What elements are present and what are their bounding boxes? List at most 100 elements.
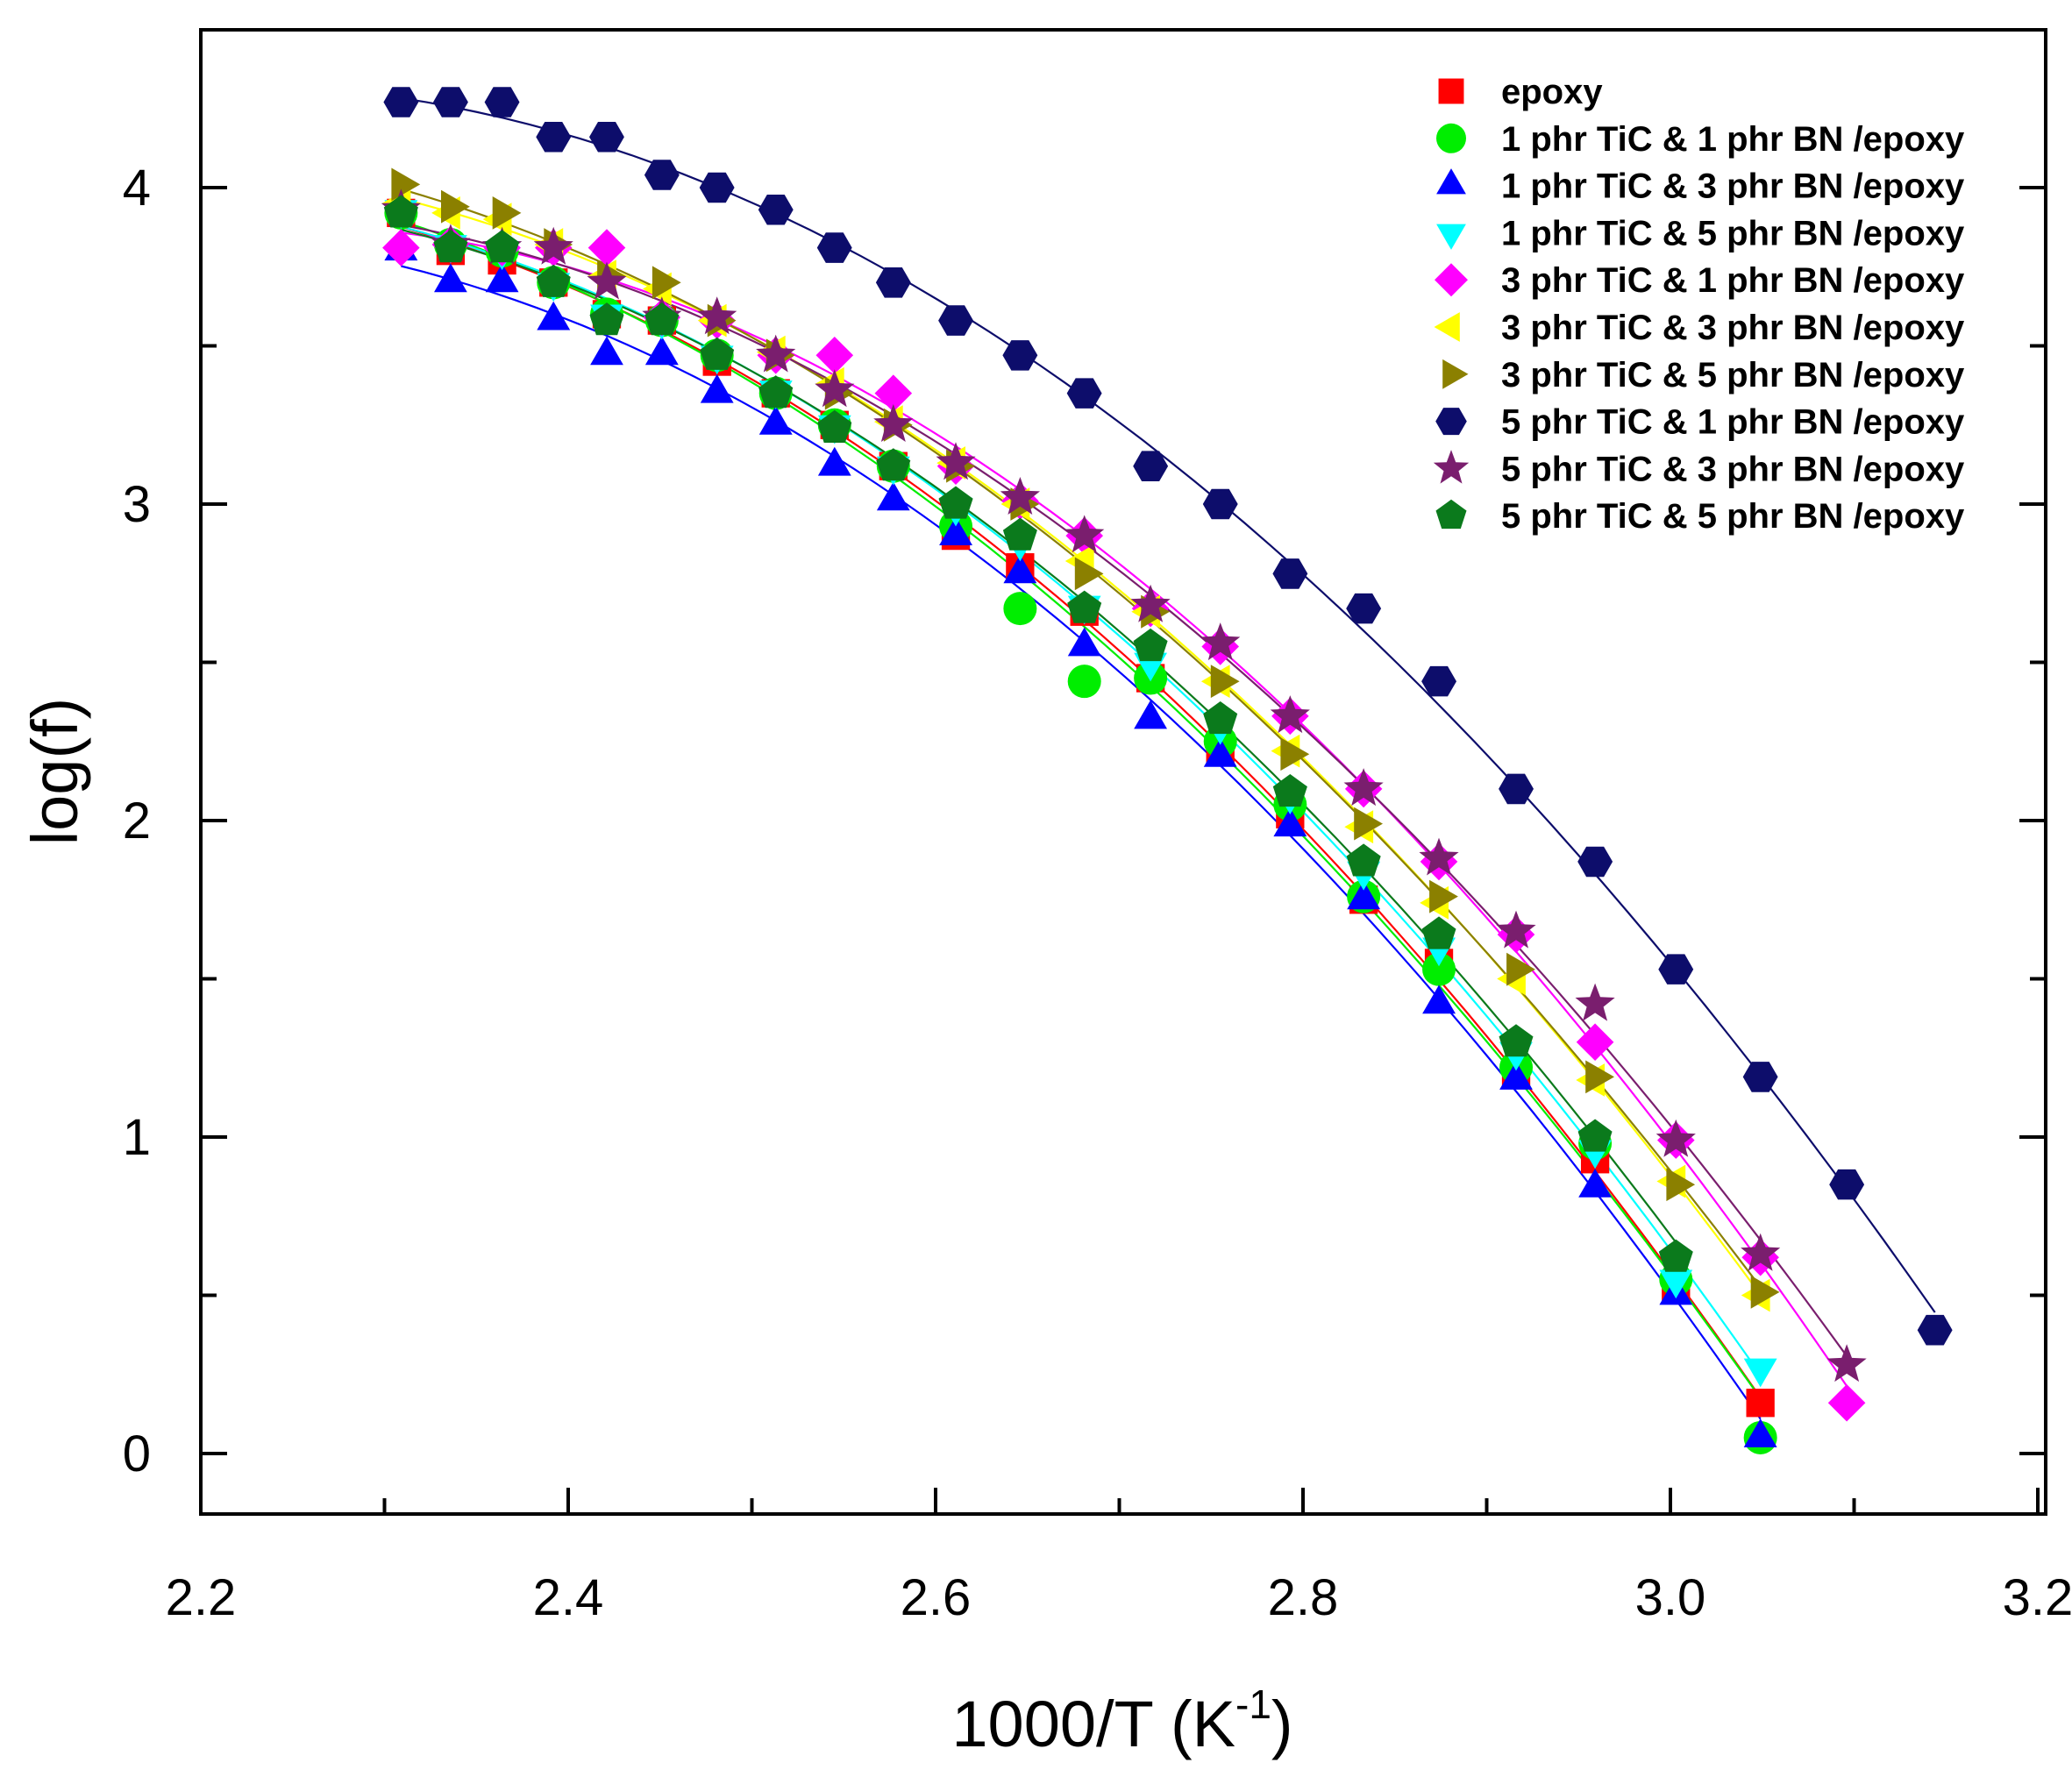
data-point — [939, 516, 972, 545]
data-point — [1658, 954, 1694, 985]
data-point — [1134, 700, 1167, 729]
data-point — [756, 334, 796, 373]
x-tick-label: 2.2 — [166, 1569, 237, 1626]
data-point — [1746, 1389, 1775, 1418]
data-point — [1270, 695, 1310, 734]
legend-label: 5 phr TiC & 5 phr BN /epoxy — [1501, 497, 1965, 536]
data-point — [1750, 1276, 1780, 1309]
data-point — [1666, 1168, 1696, 1202]
data-point — [1067, 590, 1102, 623]
axis-ticks — [199, 186, 2046, 1514]
data-point — [1272, 558, 1308, 589]
data-point — [758, 195, 794, 225]
data-point — [1422, 985, 1456, 1014]
data-point — [644, 302, 680, 336]
data-point — [700, 337, 735, 370]
data-point — [1577, 1119, 1613, 1152]
data-point — [1506, 952, 1535, 986]
data-point — [644, 160, 680, 190]
data-point — [1496, 910, 1536, 949]
legend-marker — [1435, 499, 1467, 530]
data-point — [1577, 846, 1613, 878]
data-point — [587, 261, 627, 300]
legend-label: 3 phr TiC & 3 phr BN /epoxy — [1501, 309, 1965, 347]
data-point — [587, 229, 626, 267]
data-point — [938, 486, 973, 519]
legend-item: 1 phr TiC & 1 phr BN /epoxy — [1436, 120, 1965, 159]
data-point — [1419, 837, 1459, 876]
data-point — [938, 305, 973, 336]
data-point — [1917, 1314, 1953, 1346]
fit-line-series-8 — [401, 224, 1848, 1357]
data-point — [1000, 477, 1040, 515]
data-point — [1064, 515, 1105, 553]
legend-item: 5 phr TiC & 5 phr BN /epoxy — [1435, 497, 1965, 536]
legend-label: 3 phr TiC & 5 phr BN /epoxy — [1501, 356, 1965, 395]
data-point — [391, 167, 421, 202]
data-point — [382, 229, 420, 267]
data-point — [1003, 554, 1037, 584]
legend-marker — [1438, 78, 1464, 104]
legend-item: 3 phr TiC & 3 phr BN /epoxy — [1434, 309, 1965, 347]
data-point — [1741, 1233, 1781, 1271]
data-point — [1067, 665, 1101, 699]
data-point — [533, 226, 573, 265]
data-point — [1585, 1060, 1614, 1094]
data-point — [876, 448, 911, 481]
series-7 — [383, 87, 1953, 1346]
x-tick-label: 2.6 — [901, 1569, 972, 1626]
legend-item: 5 phr TiC & 1 phr BN /epoxy — [1435, 403, 1965, 442]
x-axis-title-close: ) — [1271, 1688, 1293, 1760]
data-point — [652, 266, 681, 300]
legend-label: 1 phr TiC & 5 phr BN /epoxy — [1501, 214, 1965, 252]
data-point — [1578, 1168, 1612, 1198]
data-point — [1575, 983, 1615, 1021]
data-point — [697, 296, 737, 335]
legend-marker — [1442, 359, 1469, 389]
legend-label: 5 phr TiC & 1 phr BN /epoxy — [1501, 403, 1965, 442]
data-point — [1576, 1023, 1614, 1061]
data-point — [1203, 737, 1237, 767]
data-point — [1346, 843, 1381, 877]
data-point — [817, 409, 852, 443]
data-point — [1743, 1418, 1777, 1447]
x-axis-title-main: 1000/T (K — [951, 1688, 1235, 1760]
data-markers — [381, 87, 1953, 1454]
data-point — [492, 196, 522, 230]
data-point — [1003, 592, 1037, 626]
data-point — [433, 230, 468, 263]
legend-marker — [1434, 312, 1460, 342]
data-point — [536, 264, 571, 297]
data-point — [1002, 340, 1038, 371]
data-point — [537, 301, 571, 331]
data-point — [1133, 451, 1169, 481]
fit-line-series-4 — [401, 231, 1848, 1387]
data-point — [1422, 952, 1456, 986]
data-point — [1743, 1358, 1777, 1388]
y-tick-label: 2 — [123, 793, 151, 849]
data-point — [1210, 665, 1240, 699]
x-tick-label: 2.8 — [1268, 1569, 1339, 1626]
legend-label: epoxy — [1501, 73, 1603, 111]
legend-marker — [1433, 450, 1470, 484]
data-point — [589, 122, 624, 153]
legend-item: 5 phr TiC & 3 phr BN /epoxy — [1433, 450, 1965, 488]
x-tick-label: 3.2 — [2003, 1569, 2072, 1626]
data-point — [1002, 517, 1037, 551]
data-point — [434, 263, 467, 293]
legend: epoxy 1 phr TiC & 1 phr BN /epoxy 1 phr Ti… — [1433, 73, 1965, 536]
data-point — [383, 87, 419, 117]
data-point — [874, 374, 913, 412]
data-point — [1074, 557, 1104, 591]
data-point — [485, 263, 519, 293]
data-point — [817, 446, 851, 476]
data-point — [536, 122, 572, 153]
data-point — [1202, 488, 1238, 520]
y-tick-label: 0 — [123, 1425, 151, 1482]
y-tick-label: 3 — [123, 476, 151, 533]
data-point — [700, 373, 734, 403]
y-tick-label: 4 — [123, 160, 151, 217]
data-point — [1827, 1384, 1866, 1422]
data-point — [1421, 916, 1456, 949]
x-tick-label: 3.0 — [1635, 1569, 1706, 1626]
